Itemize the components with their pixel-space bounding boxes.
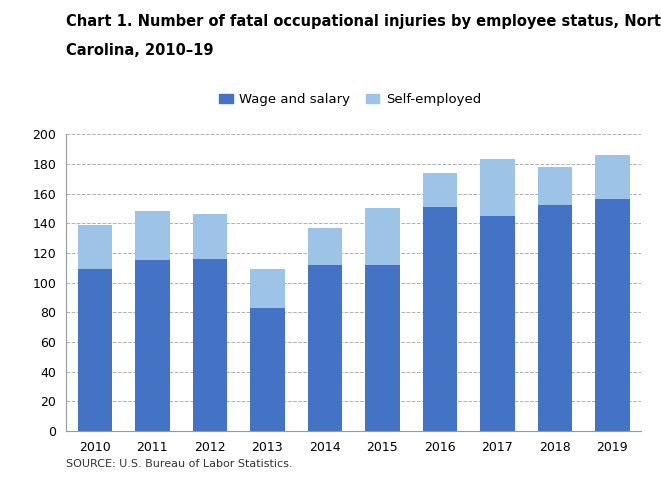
Bar	[422, 173, 457, 207]
Legend: Wage and salary, Self-employed: Wage and salary, Self-employed	[214, 88, 486, 112]
Bar	[135, 261, 170, 431]
Bar	[422, 207, 457, 431]
Bar	[135, 211, 170, 261]
Text: Carolina, 2010–19: Carolina, 2010–19	[66, 43, 214, 58]
Bar	[537, 205, 572, 431]
Bar	[307, 265, 342, 431]
Bar	[250, 308, 285, 431]
Bar	[480, 160, 515, 216]
Bar	[77, 225, 112, 269]
Bar	[192, 259, 227, 431]
Bar	[192, 214, 227, 259]
Bar	[307, 228, 342, 265]
Bar	[365, 265, 400, 431]
Text: Chart 1. Number of fatal occupational injuries by employee status, North: Chart 1. Number of fatal occupational in…	[66, 14, 661, 29]
Bar	[250, 269, 285, 308]
Bar	[365, 208, 400, 265]
Text: SOURCE: U.S. Bureau of Labor Statistics.: SOURCE: U.S. Bureau of Labor Statistics.	[66, 459, 293, 469]
Bar	[595, 199, 630, 431]
Bar	[77, 269, 112, 431]
Bar	[537, 167, 572, 205]
Bar	[595, 155, 630, 199]
Bar	[480, 216, 515, 431]
